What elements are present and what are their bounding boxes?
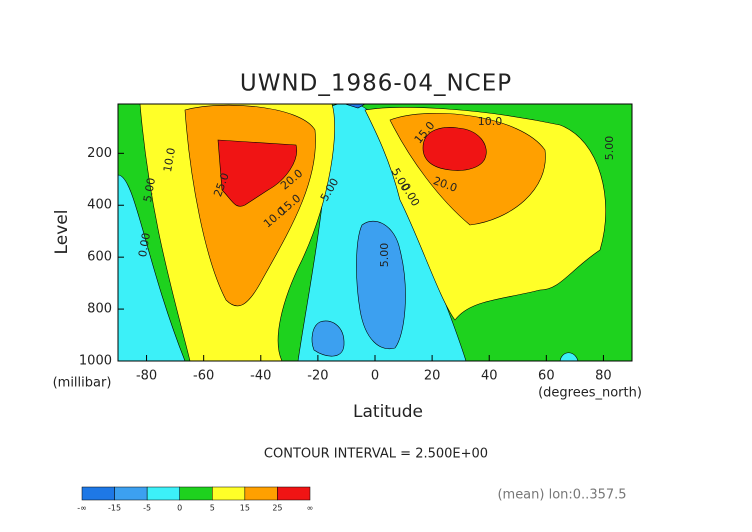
- y-tick-label: 200: [87, 146, 112, 161]
- note: (mean) lon:0..357.5: [497, 488, 626, 503]
- colorbar-box: [81, 486, 115, 501]
- colorbar-box: [114, 486, 148, 501]
- colorbar-label: 15: [240, 504, 250, 513]
- contour-region: [118, 174, 186, 361]
- colorbar-label: -5: [143, 504, 151, 513]
- colorbar-label: ∞: [307, 504, 314, 513]
- contour-label: 10.0: [161, 147, 178, 173]
- contour-label: 5.00: [141, 177, 158, 203]
- contour-region: [217, 139, 297, 207]
- y-axis-unit: (millibar): [53, 376, 112, 391]
- contour-label: 5.00: [603, 136, 616, 161]
- colorbar-box: [277, 486, 311, 501]
- colorbar-box: [146, 486, 180, 501]
- y-tick-label: 400: [87, 198, 112, 213]
- x-tick-label: -40: [250, 369, 271, 384]
- contour-label: 10.0: [478, 115, 503, 128]
- colorbar-box: [212, 486, 246, 501]
- colorbar-box: [244, 486, 278, 501]
- x-tick-label: -60: [193, 369, 214, 384]
- x-tick-label: 60: [538, 369, 555, 384]
- colorbar-label: 25: [272, 504, 282, 513]
- x-axis-label: Latitude: [353, 402, 423, 422]
- x-tick-label: -20: [307, 369, 328, 384]
- y-axis-label: Level: [52, 210, 72, 255]
- colorbar-label: 0: [177, 504, 182, 513]
- contour-region: [311, 320, 345, 357]
- chart-title: UWND_1986-04_NCEP: [240, 71, 512, 97]
- contour-label: 0.00: [136, 232, 153, 258]
- x-tick-label: 40: [481, 369, 498, 384]
- contour-region: [422, 127, 487, 171]
- colorbar-label: 5: [210, 504, 215, 513]
- contour-region: [344, 104, 366, 109]
- x-tick-label: 80: [595, 369, 612, 384]
- colorbar-label: -15: [108, 504, 121, 513]
- contour-label: 5.00: [378, 243, 391, 268]
- contour-region: [356, 220, 406, 350]
- y-tick-label: 600: [87, 250, 112, 265]
- x-tick-label: -80: [136, 369, 157, 384]
- x-tick-label: 20: [424, 369, 441, 384]
- x-tick-label: 0: [371, 369, 379, 384]
- contour-interval: CONTOUR INTERVAL = 2.500E+00: [264, 447, 488, 462]
- x-axis-unit: (degrees_north): [538, 386, 642, 401]
- y-tick-label: 800: [87, 302, 112, 317]
- colorbar-box: [179, 486, 213, 501]
- colorbar-label: -∞: [77, 504, 87, 513]
- y-tick-label: 1000: [79, 354, 112, 369]
